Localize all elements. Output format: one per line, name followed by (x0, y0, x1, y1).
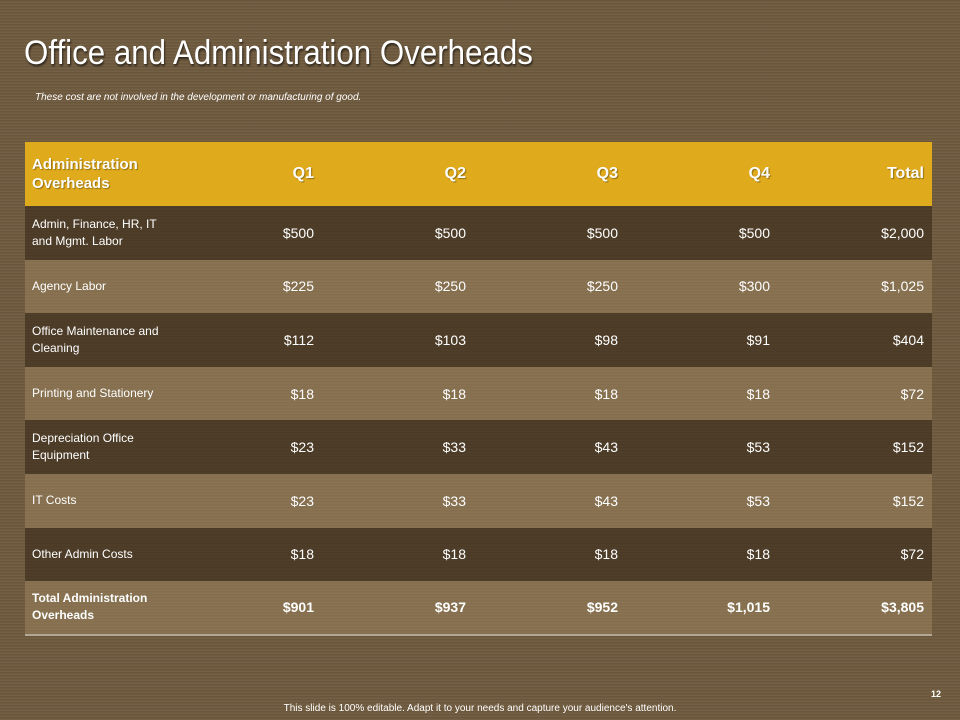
cell-q4: $18 (746, 546, 770, 563)
cell-q1: $23 (290, 439, 314, 456)
row-label: Office Maintenance and Cleaning (32, 323, 159, 355)
table-header-row: Administration Overheads Q1 Q2 Q3 Q4 Tot… (25, 142, 932, 206)
cell-total: $72 (900, 385, 924, 402)
header-q1: Q1 (292, 165, 314, 182)
row-label: Depreciation Office Equipment (32, 431, 134, 463)
table-row: Depreciation Office Equipment $23 $33 $4… (25, 420, 932, 474)
slide-number: 12 (931, 689, 942, 699)
table-row: Agency Labor $225 $250 $250 $300 $1,025 (25, 259, 932, 314)
table-body: Admin, Finance, HR, IT and Mgmt. Labor $… (25, 206, 932, 635)
cell-q2: $33 (442, 439, 466, 456)
cell-q4: $53 (746, 492, 770, 509)
cell-q3: $43 (594, 492, 618, 509)
cell-total: $1,025 (881, 278, 924, 295)
slide-title: Office and Administration Overheads (24, 34, 533, 72)
cell-total: $2,000 (881, 224, 924, 241)
overheads-table-container: Administration Overheads Q1 Q2 Q3 Q4 Tot… (25, 142, 932, 636)
row-label: Other Admin Costs (32, 546, 133, 561)
cell-q4: $1,015 (727, 599, 770, 616)
cell-q1: $18 (290, 385, 314, 402)
cell-q3: $18 (594, 546, 618, 563)
cell-q2: $500 (434, 224, 466, 241)
cell-q3: $18 (594, 385, 618, 402)
cell-q1: $18 (290, 546, 314, 563)
cell-q2: $250 (434, 278, 466, 295)
header-q4: Q4 (748, 165, 770, 182)
cell-q2: $103 (434, 331, 466, 348)
cell-total: $3,805 (881, 599, 924, 616)
cell-q4: $500 (738, 224, 770, 241)
row-label: Total Administration Overheads (32, 591, 148, 623)
table-row: Admin, Finance, HR, IT and Mgmt. Labor $… (25, 206, 932, 260)
cell-q3: $952 (586, 599, 618, 616)
cell-q2: $18 (442, 385, 466, 402)
total-row: Total Administration Overheads $901 $937… (25, 581, 932, 635)
row-label: Admin, Finance, HR, IT and Mgmt. Labor (32, 216, 157, 248)
cell-q2: $18 (442, 546, 466, 563)
cell-total: $404 (892, 331, 924, 348)
cell-q1: $112 (283, 331, 314, 348)
row-label: Printing and Stationery (32, 386, 154, 401)
row-label: IT Costs (32, 493, 77, 508)
cell-q1: $23 (290, 492, 314, 509)
cell-q3: $250 (586, 278, 618, 295)
table-row: Office Maintenance and Cleaning $112 $10… (25, 313, 932, 367)
table-header: Administration Overheads Q1 Q2 Q3 Q4 Tot… (25, 142, 932, 206)
header-category: Administration Overheads (32, 156, 138, 192)
cell-q4: $300 (738, 278, 770, 295)
cell-q1: $500 (282, 224, 314, 241)
cell-q4: $18 (746, 385, 770, 402)
cell-total: $152 (892, 492, 924, 509)
cell-q1: $225 (282, 278, 314, 295)
table-row: Other Admin Costs $18 $18 $18 $18 $72 (25, 527, 932, 582)
overheads-table: Administration Overheads Q1 Q2 Q3 Q4 Tot… (25, 142, 932, 636)
cell-total: $152 (892, 439, 924, 456)
row-label: Agency Labor (32, 278, 107, 293)
cell-q4: $91 (746, 331, 770, 348)
slide-subtitle: These cost are not involved in the devel… (35, 92, 362, 103)
cell-q3: $43 (594, 439, 618, 456)
cell-q3: $98 (594, 331, 618, 348)
cell-q3: $500 (586, 224, 618, 241)
cell-q4: $53 (746, 439, 770, 456)
header-q2: Q2 (444, 165, 466, 182)
cell-q1: $901 (282, 599, 314, 616)
cell-total: $72 (900, 546, 924, 563)
header-total: Total (886, 165, 924, 182)
footer-note: This slide is 100% editable. Adapt it to… (283, 703, 677, 714)
cell-q2: $937 (434, 599, 466, 616)
cell-q2: $33 (442, 492, 466, 509)
table-row: IT Costs $23 $33 $43 $53 $152 (25, 473, 932, 528)
table-row: Printing and Stationery $18 $18 $18 $18 … (25, 366, 932, 421)
header-q3: Q3 (596, 165, 618, 182)
